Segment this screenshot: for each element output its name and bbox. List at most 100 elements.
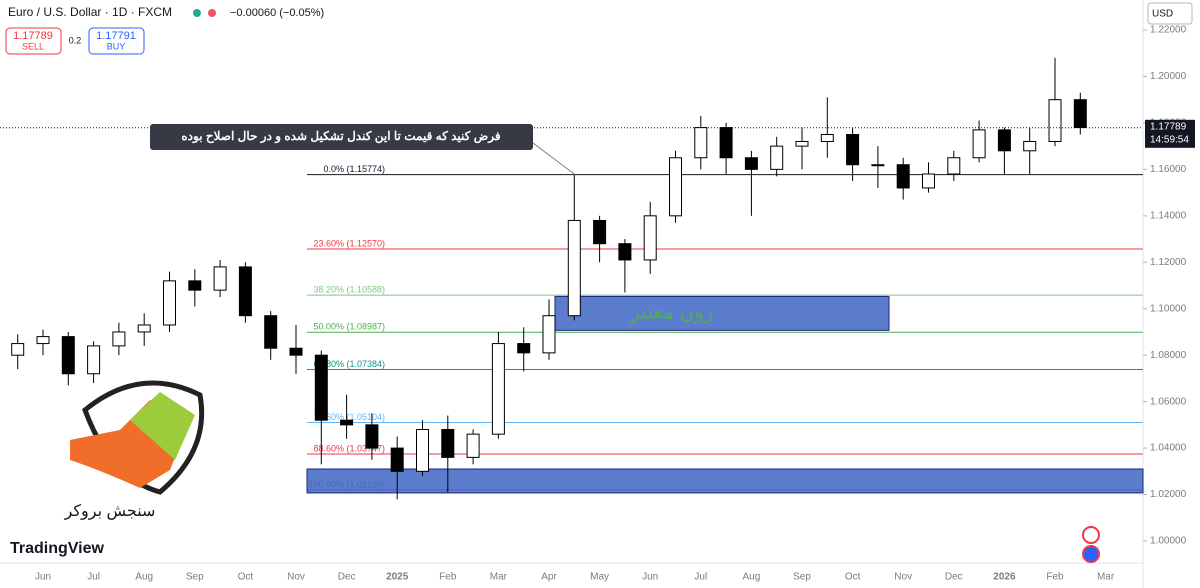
candle-body — [922, 173, 935, 189]
x-tick-label: Dec — [945, 572, 963, 583]
candle-body — [694, 127, 708, 159]
x-tick-label: Jun — [35, 572, 51, 583]
status-dot — [193, 9, 201, 17]
fib-label: 50.00% (1.08987) — [313, 322, 385, 332]
y-tick-label: 1.00000 — [1150, 536, 1187, 547]
candle-body — [593, 219, 607, 245]
candle-body — [517, 343, 531, 354]
price-tag — [1145, 119, 1195, 148]
sell-price: 1.17789 — [13, 30, 53, 42]
candle-body — [416, 429, 429, 472]
candle-body — [163, 280, 176, 326]
x-tick-label: Sep — [793, 572, 811, 583]
candle-body — [770, 145, 784, 170]
currency-button[interactable] — [1147, 2, 1193, 25]
candle-body — [61, 336, 75, 375]
zone — [306, 468, 1144, 494]
candle-body — [972, 129, 986, 159]
candle-body — [744, 157, 758, 170]
x-tick-label: Jun — [642, 572, 658, 583]
change: −0.00060 (−0.05%) — [230, 7, 324, 19]
x-tick-label: Sep — [186, 572, 204, 583]
candle-body — [188, 280, 202, 291]
annotation-pointer — [532, 142, 576, 176]
candle-body — [314, 354, 328, 421]
candle-body — [340, 419, 354, 426]
x-tick-label: Aug — [135, 572, 153, 583]
fib-label: 78.60% (1.05104) — [313, 412, 385, 422]
fib-label: 61.80% (1.07384) — [313, 359, 385, 369]
candle-body — [491, 343, 505, 435]
x-tick-label: 2025 — [386, 572, 409, 583]
zone-label: زون معتبر — [629, 302, 713, 324]
candle-body — [871, 164, 885, 167]
buy-label: BUY — [107, 41, 126, 51]
fib-label: 38.20% (1.10588) — [313, 284, 385, 294]
candle-body — [795, 140, 809, 147]
y-tick-label: 1.04000 — [1150, 443, 1187, 454]
candle-body — [719, 127, 733, 159]
candle-body — [618, 243, 632, 261]
broker-logo: سنجش بروکر — [64, 380, 205, 520]
candle-body — [1023, 140, 1037, 152]
sell-button[interactable] — [5, 27, 62, 55]
x-tick-label: Nov — [894, 572, 912, 583]
candle-body — [947, 157, 961, 175]
candle-body — [1048, 99, 1062, 142]
candle-body — [896, 164, 910, 189]
candle-body — [137, 324, 151, 333]
y-tick-label: 1.12000 — [1150, 257, 1187, 268]
x-tick-label: Aug — [743, 572, 761, 583]
y-tick-label: 1.02000 — [1150, 489, 1187, 500]
symbol: Euro / U.S. Dollar · 1D · FXCM — [8, 5, 172, 19]
x-tick-label: Feb — [439, 572, 457, 583]
y-tick-label: 1.10000 — [1150, 303, 1187, 314]
y-tick-label: 1.16000 — [1150, 164, 1187, 175]
candle-body — [643, 215, 657, 261]
candle-body — [11, 343, 25, 356]
candle-body — [264, 315, 278, 349]
fib-label: 23.60% (1.12570) — [313, 238, 385, 248]
candle-body — [820, 134, 834, 142]
x-tick-label: Feb — [1046, 572, 1064, 583]
candle-body — [1073, 99, 1087, 129]
candle-body — [669, 157, 682, 217]
x-tick-label: Dec — [338, 572, 356, 583]
fib-label: 0.0% (1.15774) — [323, 164, 385, 174]
broker-name: سنجش بروکر — [64, 503, 156, 520]
candle-body — [542, 315, 556, 354]
x-tick-label: Oct — [238, 572, 254, 583]
candle-body — [36, 336, 50, 345]
candle-body — [112, 331, 126, 347]
fib-label: 88.60% (1.03747) — [313, 443, 385, 453]
y-tick-label: 1.14000 — [1150, 210, 1187, 221]
candle-body — [390, 447, 404, 472]
y-tick-label: 1.22000 — [1150, 25, 1187, 36]
x-tick-label: Oct — [845, 572, 861, 583]
candle-body — [997, 129, 1011, 152]
sell-label: SELL — [22, 41, 44, 51]
candle-body — [567, 219, 581, 317]
x-tick-label: May — [590, 572, 609, 583]
y-tick-label: 1.06000 — [1150, 396, 1187, 407]
flag-icon[interactable] — [1082, 545, 1100, 563]
candle-body — [213, 266, 227, 291]
flag-icon[interactable] — [1082, 526, 1100, 544]
x-tick-label: Jul — [694, 572, 707, 583]
y-tick-label: 1.20000 — [1150, 71, 1187, 82]
candle-body — [441, 429, 455, 458]
x-tick-label: Apr — [541, 572, 557, 583]
x-tick-label: Nov — [287, 572, 305, 583]
buy-button[interactable] — [88, 27, 145, 55]
annotation: فرض کنید که قیمت تا این کندل تشکیل شده و… — [181, 129, 500, 144]
candle-body — [289, 347, 303, 356]
candle-body — [466, 433, 480, 458]
buy-price: 1.17791 — [96, 30, 136, 42]
x-tick-label: 2026 — [993, 572, 1016, 583]
annotation-box — [150, 124, 533, 150]
candle-body — [365, 424, 379, 449]
x-tick-label: Mar — [1097, 572, 1115, 583]
